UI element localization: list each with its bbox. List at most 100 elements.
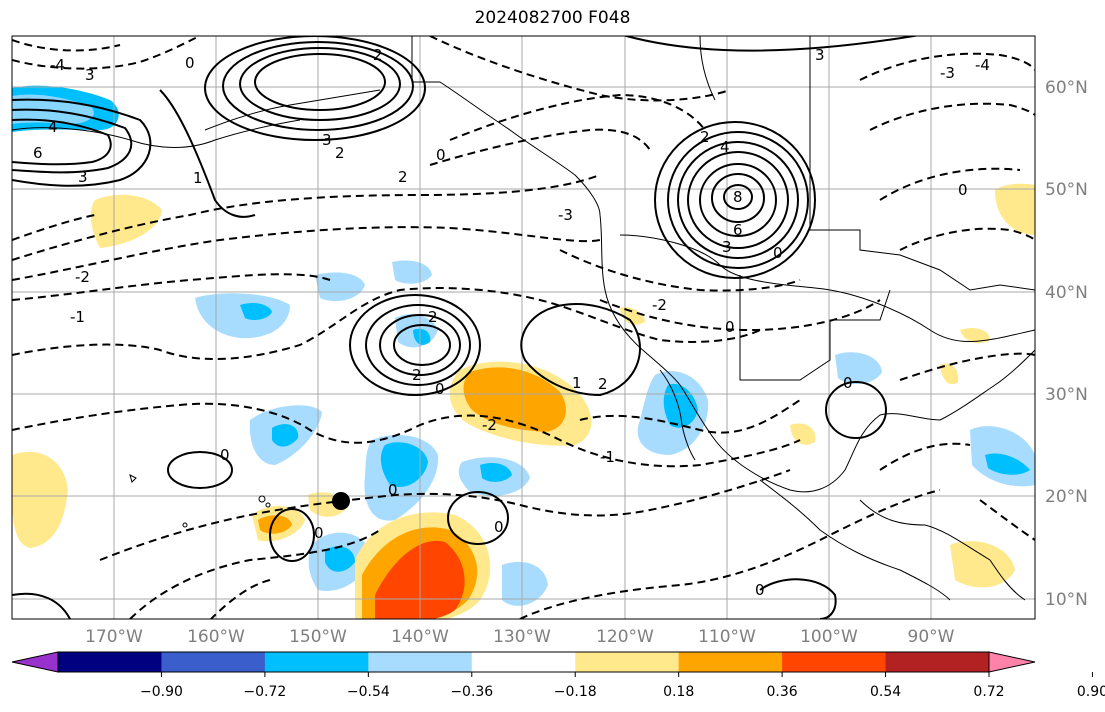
contour-label: 2	[412, 366, 422, 384]
lat-label: 20°N	[1045, 487, 1088, 507]
lon-label: 90°W	[908, 627, 955, 647]
colorbar-tick-label: 0.18	[663, 684, 694, 700]
contour-label: 3	[815, 46, 825, 64]
shade-positive-far-west	[12, 451, 68, 548]
contour-label: 0	[773, 244, 783, 262]
lon-label: 120°W	[596, 627, 654, 647]
lat-label: 10°N	[1045, 590, 1088, 610]
contour-label: -1	[70, 308, 85, 326]
shade-positive-northeast	[995, 183, 1035, 235]
colorbar-frame	[57, 651, 990, 673]
contour-label: 0	[958, 181, 968, 199]
shade-negative-6-core	[380, 442, 428, 488]
colorbar-tick-label: 0.72	[973, 684, 1004, 700]
contour-label: -1	[600, 448, 615, 466]
shade-negative-1	[195, 293, 290, 339]
contour-label: 3	[322, 131, 332, 149]
contour-label: 0	[220, 446, 230, 464]
colorbar-tick-label: −0.36	[450, 684, 493, 700]
contour-label: 2	[428, 308, 438, 326]
map-title: 2024082700 F048	[474, 8, 631, 28]
contour-label: 3	[85, 66, 95, 84]
lon-label: 110°W	[698, 627, 756, 647]
contour-label: 2	[598, 375, 608, 393]
contour-label: 1	[193, 169, 203, 187]
shade-positive-west	[90, 194, 162, 248]
lat-label: 40°N	[1045, 283, 1088, 303]
lon-label: 160°W	[187, 627, 245, 647]
shade-negative-east-core	[985, 453, 1030, 475]
colorbar-cell	[471, 652, 576, 672]
contour-label: -3	[558, 206, 573, 224]
shade-negative-gulf	[835, 352, 882, 384]
contour-label: 2	[335, 144, 345, 162]
contour-label: 8	[733, 188, 743, 206]
colorbar-cell	[264, 652, 369, 672]
colorbar-tick-label: −0.72	[243, 684, 286, 700]
map-background	[12, 36, 1035, 619]
shade-positive-caribbean	[950, 541, 1015, 588]
contour-label: 4	[720, 138, 730, 156]
contour-label: 2	[373, 46, 383, 64]
lon-label: 170°W	[85, 627, 143, 647]
colorbar-cell	[58, 652, 162, 672]
colorbar-tick-label: 0.36	[767, 684, 798, 700]
colorbar-tick-label: 0.90	[1077, 684, 1105, 700]
lat-label: 50°N	[1045, 180, 1088, 200]
contour-label: 0	[755, 581, 765, 599]
colorbar-tick-label: −0.18	[554, 684, 597, 700]
contour-label: -4	[50, 56, 65, 74]
shade-positive-small-4	[960, 328, 990, 344]
shade-positive-small	[620, 307, 645, 325]
map-frame	[11, 35, 1036, 620]
shade-negative-5-core	[272, 424, 299, 447]
colorbar-cell	[678, 652, 783, 672]
colorbar-tick-label: 0.54	[870, 684, 901, 700]
contour-label: 0	[435, 380, 445, 398]
colorbar-cell	[575, 652, 680, 672]
colorbar-extend-low	[11, 651, 59, 673]
contour-label: 6	[733, 221, 743, 239]
dashed-contours	[12, 36, 1035, 619]
lon-label: 130°W	[493, 627, 551, 647]
contour-label: -2	[75, 268, 90, 286]
contour-label: -2	[652, 296, 667, 314]
colorbar-cell	[782, 652, 887, 672]
graticule	[12, 36, 1035, 619]
shade-negative-7-core	[480, 463, 512, 482]
solid-contours	[12, 36, 921, 619]
coastlines	[12, 36, 1035, 601]
shade-positive-4-core	[258, 515, 292, 534]
lat-label: 30°N	[1045, 385, 1088, 405]
colorbar-extend-high	[988, 651, 1036, 673]
contour-label: 3	[722, 238, 732, 256]
contour-label: 0	[725, 318, 735, 336]
contour-label: 6	[33, 144, 43, 162]
longitude-axis: 170°W 160°W 150°W 140°W 130°W 120°W 110°…	[85, 627, 955, 647]
lat-label: 60°N	[1045, 78, 1088, 98]
colorbar-cell	[161, 652, 266, 672]
contour-label: 0	[843, 374, 853, 392]
shade-negative-8-core	[325, 546, 355, 572]
lon-label: 150°W	[289, 627, 347, 647]
shade-negative-3	[392, 260, 432, 284]
contour-label: -4	[975, 56, 990, 74]
contour-label: 1	[572, 374, 582, 392]
contour-label: 2	[398, 168, 408, 186]
contour-label: 0	[314, 524, 324, 542]
contour-label: -2	[482, 416, 497, 434]
contour-label: 3	[78, 168, 88, 186]
colorbar-cell	[885, 652, 990, 672]
shade-negative-4-core	[413, 328, 431, 345]
lon-label: 140°W	[391, 627, 449, 647]
shade-negative-nw-inner	[12, 94, 94, 124]
shade-negative-baja-core	[663, 383, 698, 428]
contour-label: -3	[940, 64, 955, 82]
shade-negative-9	[502, 561, 548, 606]
colorbar-tick-label: −0.54	[347, 684, 390, 700]
contour-label: 0	[436, 146, 446, 164]
contour-label: 0	[185, 54, 195, 72]
shade-positive-small-2	[790, 423, 816, 445]
contour-label: 0	[494, 518, 504, 536]
